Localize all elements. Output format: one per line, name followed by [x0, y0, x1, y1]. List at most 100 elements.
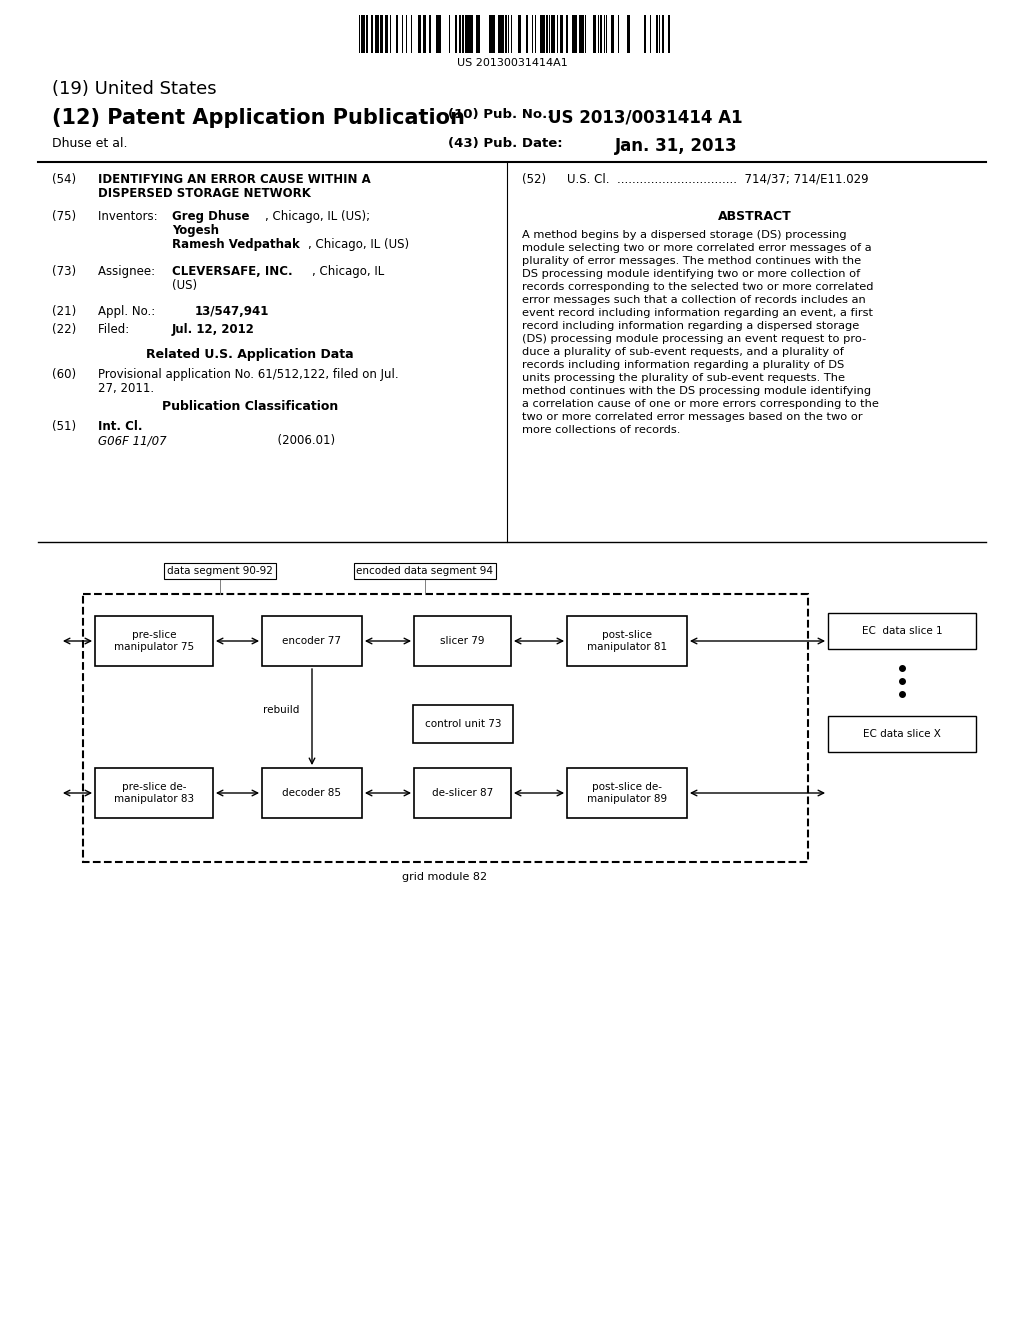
- Text: data segment 90-92: data segment 90-92: [167, 566, 273, 576]
- Text: DS processing module identifying two or more collection of: DS processing module identifying two or …: [522, 269, 860, 279]
- Bar: [644, 15, 646, 53]
- Text: DISPERSED STORAGE NETWORK: DISPERSED STORAGE NETWORK: [98, 187, 311, 201]
- Text: (43) Pub. Date:: (43) Pub. Date:: [449, 137, 562, 150]
- Text: Publication Classification: Publication Classification: [162, 400, 338, 413]
- Bar: [438, 15, 441, 53]
- Text: units processing the plurality of sub-event requests. The: units processing the plurality of sub-ev…: [522, 374, 845, 383]
- Bar: [567, 768, 687, 818]
- Bar: [380, 15, 382, 53]
- Bar: [375, 15, 379, 53]
- Bar: [262, 616, 362, 667]
- Text: (51): (51): [52, 420, 76, 433]
- Bar: [579, 15, 581, 53]
- Text: (75): (75): [52, 210, 76, 223]
- Text: Appl. No.:: Appl. No.:: [98, 305, 163, 318]
- Text: duce a plurality of sub-event requests, and a plurality of: duce a plurality of sub-event requests, …: [522, 347, 844, 356]
- Text: (DS) processing module processing an event request to pro-: (DS) processing module processing an eve…: [522, 334, 866, 345]
- Text: rebuild: rebuild: [263, 705, 299, 715]
- Text: 13/547,941: 13/547,941: [195, 305, 269, 318]
- Text: plurality of error messages. The method continues with the: plurality of error messages. The method …: [522, 256, 861, 267]
- Text: more collections of records.: more collections of records.: [522, 425, 680, 436]
- Text: decoder 85: decoder 85: [283, 788, 341, 799]
- Text: Provisional application No. 61/512,122, filed on Jul.: Provisional application No. 61/512,122, …: [98, 368, 398, 381]
- Text: method continues with the DS processing module identifying: method continues with the DS processing …: [522, 385, 871, 396]
- Text: post-slice
manipulator 81: post-slice manipulator 81: [587, 630, 667, 652]
- Text: records including information regarding a plurality of DS: records including information regarding …: [522, 360, 844, 370]
- Text: Greg Dhuse: Greg Dhuse: [172, 210, 250, 223]
- Text: Dhuse et al.: Dhuse et al.: [52, 137, 128, 150]
- Text: US 20130031414A1: US 20130031414A1: [457, 58, 567, 69]
- Bar: [572, 15, 575, 53]
- Text: EC data slice X: EC data slice X: [863, 729, 941, 739]
- Text: U.S. Cl.  ................................  714/37; 714/E11.029: U.S. Cl. ...............................…: [567, 173, 868, 186]
- Bar: [600, 15, 602, 53]
- Bar: [423, 15, 425, 53]
- Bar: [459, 15, 461, 53]
- Text: (21): (21): [52, 305, 76, 318]
- Bar: [366, 15, 368, 53]
- Bar: [581, 15, 584, 53]
- Bar: [361, 15, 365, 53]
- Text: Filed:: Filed:: [98, 323, 152, 337]
- Bar: [467, 15, 471, 53]
- Text: control unit 73: control unit 73: [425, 719, 502, 729]
- Bar: [465, 15, 467, 53]
- Text: (60): (60): [52, 368, 76, 381]
- Bar: [418, 15, 421, 53]
- Bar: [498, 15, 501, 53]
- Bar: [262, 768, 362, 818]
- Text: (12) Patent Application Publication: (12) Patent Application Publication: [52, 108, 465, 128]
- Bar: [492, 15, 495, 53]
- Bar: [476, 15, 478, 53]
- Text: a correlation cause of one or more errors corresponding to the: a correlation cause of one or more error…: [522, 399, 879, 409]
- Text: ABSTRACT: ABSTRACT: [718, 210, 792, 223]
- Bar: [371, 15, 373, 53]
- Bar: [83, 594, 808, 862]
- Bar: [542, 15, 545, 53]
- Bar: [668, 15, 670, 53]
- Text: Assignee:: Assignee:: [98, 265, 163, 279]
- Text: Inventors:: Inventors:: [98, 210, 165, 223]
- Text: 27, 2011.: 27, 2011.: [98, 381, 155, 395]
- Text: encoded data segment 94: encoded data segment 94: [356, 566, 494, 576]
- Text: Ramesh Vedpathak: Ramesh Vedpathak: [172, 238, 300, 251]
- Bar: [656, 15, 658, 53]
- Bar: [553, 15, 555, 53]
- Bar: [540, 15, 542, 53]
- Bar: [396, 15, 398, 53]
- Text: grid module 82: grid module 82: [402, 873, 487, 882]
- Bar: [828, 715, 976, 752]
- Text: Int. Cl.: Int. Cl.: [98, 420, 142, 433]
- Bar: [505, 15, 507, 53]
- Text: , Chicago, IL (US);: , Chicago, IL (US);: [265, 210, 370, 223]
- Bar: [560, 15, 563, 53]
- Text: IDENTIFYING AN ERROR CAUSE WITHIN A: IDENTIFYING AN ERROR CAUSE WITHIN A: [98, 173, 371, 186]
- Text: , Chicago, IL: , Chicago, IL: [312, 265, 384, 279]
- Text: post-slice de-
manipulator 89: post-slice de- manipulator 89: [587, 783, 667, 804]
- Bar: [414, 768, 511, 818]
- Text: (52): (52): [522, 173, 546, 186]
- Text: event record including information regarding an event, a first: event record including information regar…: [522, 308, 873, 318]
- Bar: [414, 616, 511, 667]
- Bar: [471, 15, 473, 53]
- Text: slicer 79: slicer 79: [440, 636, 484, 645]
- Bar: [518, 15, 521, 53]
- Text: pre-slice
manipulator 75: pre-slice manipulator 75: [114, 630, 195, 652]
- Bar: [593, 15, 596, 53]
- Text: pre-slice de-
manipulator 83: pre-slice de- manipulator 83: [114, 783, 195, 804]
- Bar: [95, 768, 213, 818]
- Text: encoder 77: encoder 77: [283, 636, 341, 645]
- Bar: [413, 705, 513, 743]
- Text: (19) United States: (19) United States: [52, 81, 217, 98]
- Text: CLEVERSAFE, INC.: CLEVERSAFE, INC.: [172, 265, 293, 279]
- Text: Jan. 31, 2013: Jan. 31, 2013: [615, 137, 737, 154]
- Text: Related U.S. Application Data: Related U.S. Application Data: [146, 348, 354, 360]
- Text: Yogesh: Yogesh: [172, 224, 219, 238]
- Text: two or more correlated error messages based on the two or: two or more correlated error messages ba…: [522, 412, 862, 422]
- Text: (22): (22): [52, 323, 76, 337]
- Text: , Chicago, IL (US): , Chicago, IL (US): [308, 238, 410, 251]
- Bar: [455, 15, 457, 53]
- Text: A method begins by a dispersed storage (DS) processing: A method begins by a dispersed storage (…: [522, 230, 847, 240]
- Text: Jul. 12, 2012: Jul. 12, 2012: [172, 323, 255, 337]
- Bar: [546, 15, 548, 53]
